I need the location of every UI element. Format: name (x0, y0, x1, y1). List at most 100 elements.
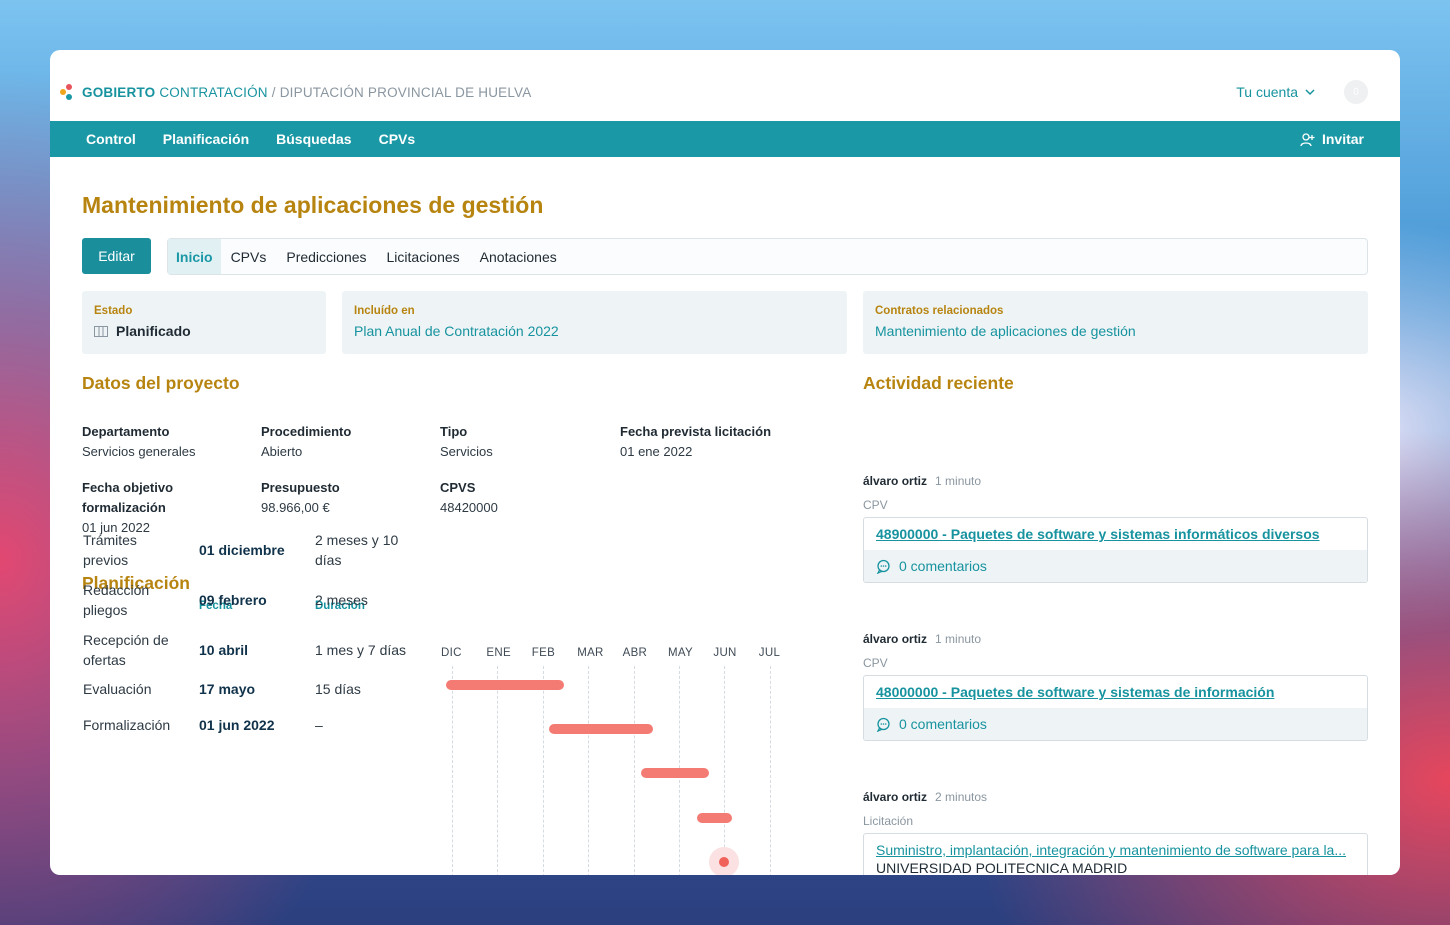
estado-text: Planificado (116, 323, 191, 339)
comments-button[interactable]: 0 comentarios (864, 708, 1367, 740)
tab-cpvs[interactable]: CPVs (230, 248, 267, 265)
estado-card: Estado Planificado (82, 291, 326, 354)
month-label: FEB (531, 647, 556, 659)
month-label: MAR (577, 647, 604, 659)
tab-licitaciones[interactable]: Licitaciones (386, 248, 460, 265)
organization-name: DIPUTACIÓN PROVINCIAL DE HUELVA (279, 84, 532, 100)
activity-card: 48000000 - Paquetes de software y sistem… (863, 675, 1368, 741)
incluido-link[interactable]: Plan Anual de Contratación 2022 (354, 323, 559, 339)
plan-row-name: Recepción de ofertas (83, 630, 169, 670)
incluido-card: Incluído en Plan Anual de Contratación 2… (342, 291, 847, 354)
estado-label: Estado (94, 305, 133, 317)
col-duracion-header: Duración (315, 600, 365, 612)
field-value: 48420000 (440, 500, 498, 515)
activity-card: Suministro, implantación, integración y … (863, 833, 1368, 875)
col-fecha-header: Fecha (199, 600, 233, 612)
actividad-title: Actividad reciente (863, 373, 1014, 393)
tab-anotaciones[interactable]: Anotaciones (479, 248, 557, 265)
field-fecha-objetivo: Fecha objetivo formalización 01 jun 2022 (82, 478, 173, 538)
activity-meta: álvaro ortiz 1 minuto (863, 632, 981, 646)
gantt-bar (446, 680, 564, 690)
field-procedimiento: Procedimiento Abierto (261, 422, 351, 462)
plan-row-date: 01 diciembre (199, 542, 285, 558)
activity-card: 48900000 - Paquetes de software y sistem… (863, 517, 1368, 583)
plan-row-duration-line: 2 meses y 10 (315, 532, 399, 548)
relacionados-link[interactable]: Mantenimiento de aplicaciones de gestión (875, 323, 1136, 339)
tab-predicciones[interactable]: Predicciones (286, 248, 367, 265)
tab-inicio[interactable]: Inicio (168, 239, 221, 274)
plan-row-date: 17 mayo (199, 681, 256, 697)
add-user-icon (1300, 132, 1315, 146)
activity-type: Licitación (863, 814, 914, 828)
plan-row-name-line: Formalización (83, 717, 171, 733)
chevron-down-icon (1305, 89, 1315, 96)
account-label: Tu cuenta (1236, 84, 1298, 100)
nav-item-planificacion[interactable]: Planificación (162, 131, 250, 147)
field-label: Departamento (82, 424, 170, 439)
field-presupuesto: Presupuesto 98.966,00 € (261, 478, 340, 518)
plan-row-duration: 2 meses y 10 días (315, 530, 398, 570)
activity-user[interactable]: álvaro ortiz (863, 474, 928, 488)
field-value: 01 jun 2022 (82, 520, 150, 535)
comment-icon (876, 717, 890, 732)
nav-item-control[interactable]: Control (86, 131, 136, 147)
month-gridline (497, 666, 499, 875)
month-gridline (542, 666, 544, 875)
field-departamento: Departamento Servicios generales (82, 422, 195, 462)
month-gridline (588, 666, 590, 875)
field-fecha-prevista: Fecha prevista licitación 01 ene 2022 (620, 422, 771, 462)
brand[interactable]: GOBIERTO CONTRATACIÓN / DIPUTACIÓN PROVI… (60, 84, 531, 100)
plan-row-duration-line: – (315, 717, 323, 733)
invite-button[interactable]: Invitar (1300, 131, 1364, 147)
main-content: Mantenimiento de aplicaciones de gestión… (82, 192, 1368, 875)
relacionados-card: Contratos relacionados Mantenimiento de … (863, 291, 1368, 354)
month-gridline (633, 666, 635, 875)
field-cpvs: CPVS 48420000 (440, 478, 498, 518)
field-label: Fecha prevista licitación (620, 424, 772, 439)
activity-link[interactable]: 48000000 - Paquetes de software y sistem… (876, 684, 1275, 700)
plan-row-duration: 1 mes y 7 días (315, 640, 406, 660)
activity-link[interactable]: 48900000 - Paquetes de software y sistem… (876, 526, 1320, 542)
plan-row-name-line: Trámites (83, 532, 137, 548)
activity-user[interactable]: álvaro ortiz (863, 632, 928, 646)
plan-row-duration-line: 2 meses (315, 592, 368, 608)
brand-secondary: CONTRATACIÓN (159, 84, 268, 100)
activity-user[interactable]: álvaro ortiz (863, 790, 928, 804)
field-label: Tipo (440, 424, 468, 439)
edit-button[interactable]: Editar (82, 238, 151, 274)
field-value: Abierto (261, 444, 303, 459)
milestone-marker (709, 847, 740, 875)
comments-button[interactable]: 0 comentarios (864, 550, 1367, 582)
comments-count: 0 comentarios (899, 558, 987, 574)
plan-row-date: 10 abril (199, 642, 249, 658)
plan-row-duration: 2 meses (315, 590, 368, 610)
plan-row-name: Evaluación (83, 679, 152, 699)
gantt-bar (641, 768, 710, 778)
incluido-label: Incluído en (354, 305, 415, 317)
summary-cards: Estado Planificado Incluído en Plan Anua… (82, 291, 1368, 354)
month-gridline (452, 666, 453, 875)
gobierto-logo-icon (60, 84, 76, 100)
activity-subtitle: UNIVERSIDAD POLITECNICA MADRID (876, 860, 1128, 875)
account-menu[interactable]: Tu cuenta (1236, 84, 1316, 100)
activity-time: 1 minuto (935, 474, 982, 488)
gantt-bar (697, 813, 732, 823)
activity-type: CPV (863, 498, 888, 512)
month-label: MAY (668, 647, 693, 659)
month-gridline (769, 666, 771, 875)
tab-bar: Inicio CPVs Predicciones Licitaciones An… (167, 238, 1368, 275)
activity-type: CPV (863, 656, 888, 670)
month-label: ENE (486, 647, 511, 659)
field-value: Servicios (440, 444, 493, 459)
field-label: Presupuesto (261, 480, 340, 495)
plan-row-name: Trámites previos (83, 530, 137, 570)
nav-item-busquedas[interactable]: Búsquedas (276, 131, 352, 147)
plan-row-name-line: pliegos (83, 602, 128, 618)
plan-row-name-line: Redacción (83, 582, 150, 598)
avatar[interactable]: 0 (1344, 80, 1368, 104)
nav-item-cpvs[interactable]: CPVs (378, 131, 416, 147)
estado-value: Planificado (94, 323, 314, 339)
activity-link[interactable]: Suministro, implantación, integración y … (876, 842, 1347, 858)
field-tipo: Tipo Servicios (440, 422, 493, 462)
relacionados-label: Contratos relacionados (875, 305, 1004, 317)
